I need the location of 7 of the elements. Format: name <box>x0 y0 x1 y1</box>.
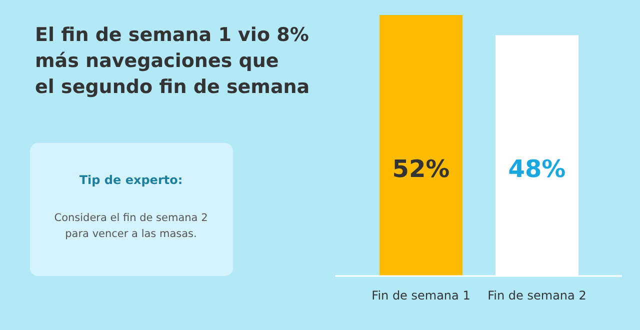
x-tick-label: Fin de semana 2 <box>488 288 586 302</box>
data-label: 52% <box>392 155 450 183</box>
text: Considera el fin de semana 2 para vencer a las masas. <box>54 212 208 240</box>
text: Tip de experto: <box>79 173 183 187</box>
data-label: 48% <box>508 155 566 183</box>
text: El fin de semana 1 vio 8% más navegaciones que el segundo fin de semana <box>35 24 310 98</box>
x-tick-label: Fin de semana 1 <box>372 288 470 302</box>
